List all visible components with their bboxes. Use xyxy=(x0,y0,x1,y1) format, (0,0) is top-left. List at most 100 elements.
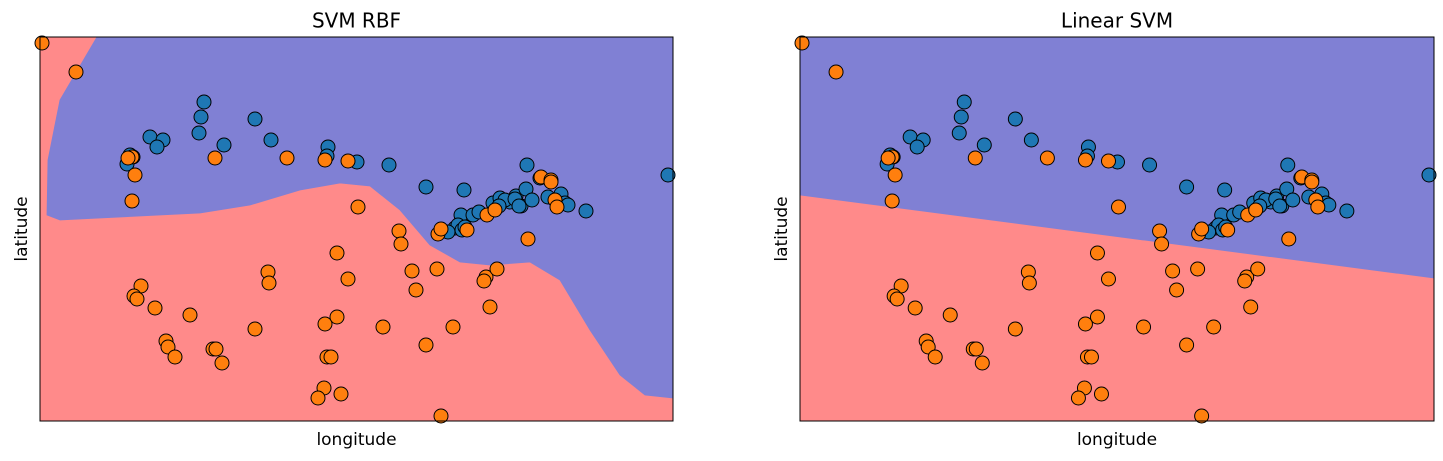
point xyxy=(147,300,163,316)
point xyxy=(408,282,424,298)
point xyxy=(1421,167,1437,183)
point xyxy=(1111,199,1127,215)
point xyxy=(543,174,559,190)
point xyxy=(193,109,209,125)
point xyxy=(1206,319,1222,335)
point xyxy=(1280,157,1296,173)
x-axis-label: longitude xyxy=(316,430,396,450)
point xyxy=(1250,261,1266,277)
point xyxy=(942,307,958,323)
point xyxy=(884,193,900,209)
axes-frame xyxy=(799,36,1435,422)
point xyxy=(317,152,333,168)
point xyxy=(375,319,391,335)
point xyxy=(167,349,183,365)
point xyxy=(956,94,972,110)
point xyxy=(1077,316,1093,332)
point xyxy=(120,150,136,166)
point xyxy=(247,111,263,127)
point xyxy=(350,199,366,215)
point xyxy=(927,349,943,365)
point xyxy=(967,150,983,166)
point xyxy=(247,321,263,337)
point xyxy=(1194,221,1210,237)
point xyxy=(1142,157,1158,173)
point xyxy=(1339,203,1355,219)
point xyxy=(196,94,212,110)
point xyxy=(578,203,594,219)
point xyxy=(317,316,333,332)
point xyxy=(1304,174,1320,190)
point xyxy=(794,35,810,51)
point xyxy=(429,261,445,277)
point xyxy=(1243,299,1259,315)
point xyxy=(459,222,475,238)
point xyxy=(520,231,536,247)
point xyxy=(393,236,409,252)
decision-boundary xyxy=(800,194,1434,279)
plot-area xyxy=(40,37,673,421)
point xyxy=(1023,132,1039,148)
point xyxy=(1248,202,1264,218)
point xyxy=(1237,273,1253,289)
point xyxy=(1100,153,1116,169)
point xyxy=(391,223,407,239)
point xyxy=(828,64,844,80)
point xyxy=(1272,198,1288,214)
point xyxy=(1179,337,1195,353)
point xyxy=(1217,182,1233,198)
chart-title: SVM RBF xyxy=(312,9,401,33)
point xyxy=(1021,275,1037,291)
point xyxy=(191,125,207,141)
point xyxy=(907,300,923,316)
point xyxy=(340,271,356,287)
point xyxy=(456,182,472,198)
point xyxy=(310,390,326,406)
point xyxy=(1220,222,1236,238)
point xyxy=(487,202,503,218)
point xyxy=(951,125,967,141)
point xyxy=(1070,390,1086,406)
point xyxy=(418,337,434,353)
point xyxy=(329,309,345,325)
point xyxy=(1154,236,1170,252)
point xyxy=(214,355,230,371)
point xyxy=(208,341,224,357)
point xyxy=(381,157,397,173)
y-axis-label: latitude xyxy=(12,196,32,261)
point xyxy=(976,137,992,153)
point xyxy=(953,109,969,125)
point xyxy=(1100,271,1116,287)
point xyxy=(1179,179,1195,195)
point xyxy=(909,139,925,155)
point xyxy=(660,167,676,183)
point xyxy=(887,167,903,183)
point xyxy=(340,153,356,169)
subplot: Linear SVM longitude latitude xyxy=(772,9,1437,450)
subplot: SVM RBF longitude latitude xyxy=(12,9,676,450)
point xyxy=(433,408,449,424)
point xyxy=(323,349,339,365)
point xyxy=(433,221,449,237)
point xyxy=(1165,263,1181,279)
decision-boundary xyxy=(46,37,673,399)
point xyxy=(482,299,498,315)
point xyxy=(1089,245,1105,261)
point xyxy=(68,64,84,80)
point xyxy=(1285,192,1301,208)
point xyxy=(418,179,434,195)
point xyxy=(129,291,145,307)
plot-area xyxy=(800,37,1434,421)
point xyxy=(1194,408,1210,424)
point xyxy=(1190,261,1206,277)
point xyxy=(974,355,990,371)
point xyxy=(524,192,540,208)
point xyxy=(329,245,345,261)
y-axis-label: latitude xyxy=(772,196,792,261)
point xyxy=(207,150,223,166)
x-axis-label: longitude xyxy=(1077,430,1157,450)
point xyxy=(1089,309,1105,325)
point xyxy=(1039,150,1055,166)
point xyxy=(1310,199,1326,215)
